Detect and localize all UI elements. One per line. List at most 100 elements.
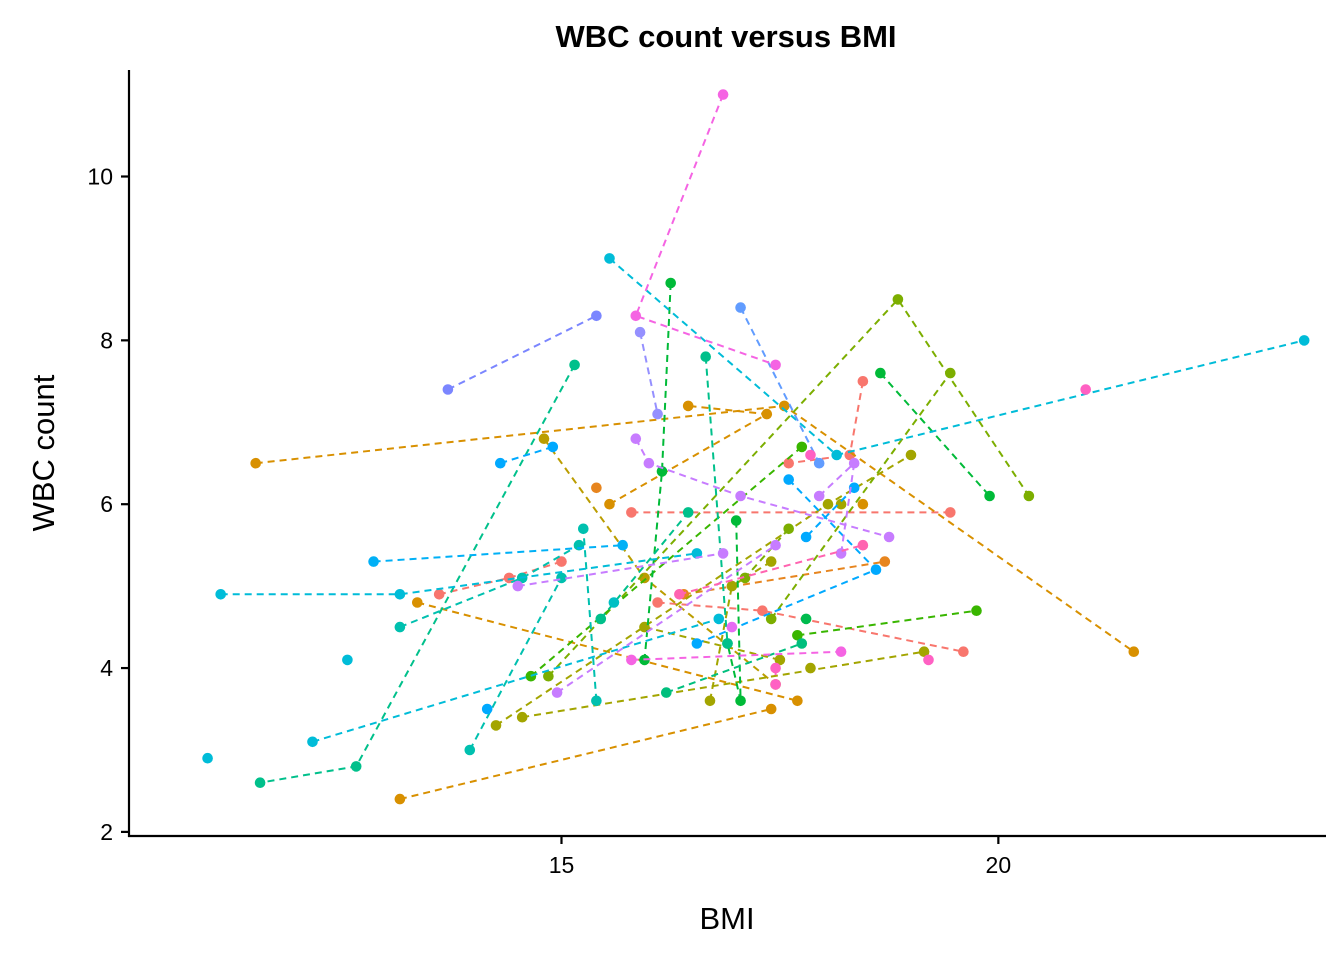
data-point [796, 441, 808, 453]
data-point [547, 441, 559, 453]
series-1 [626, 507, 956, 518]
data-point [971, 605, 982, 616]
series-0 [783, 376, 869, 469]
data-point [634, 326, 646, 338]
series-52 [726, 621, 738, 633]
data-point [783, 523, 794, 535]
series-6 [250, 400, 1140, 657]
data-point [958, 646, 969, 657]
data-point [835, 498, 847, 510]
series-42 [691, 474, 882, 649]
series-30 [254, 359, 580, 788]
series-line [517, 552, 724, 588]
data-point [735, 302, 746, 313]
series-28 [700, 351, 733, 649]
data-point [656, 466, 668, 477]
series-35 [215, 548, 703, 600]
data-point [857, 376, 869, 387]
series-23 [800, 613, 812, 625]
series-27 [661, 638, 808, 698]
data-point [342, 654, 353, 666]
series-line [639, 331, 659, 415]
data-point [739, 572, 751, 584]
series-line [739, 307, 821, 464]
data-point [551, 687, 563, 698]
series-48 [630, 433, 895, 543]
series-20 [739, 523, 794, 584]
series-line [657, 601, 964, 653]
series-line [643, 282, 672, 660]
series-line [468, 577, 563, 751]
series-line [770, 372, 952, 620]
data-point [831, 449, 842, 461]
series-37 [604, 253, 1310, 461]
data-point [368, 556, 379, 567]
series-49 [551, 539, 781, 698]
data-point [643, 457, 655, 469]
data-point [792, 630, 803, 641]
data-point [591, 310, 602, 322]
data-point [591, 695, 602, 707]
series-36 [307, 613, 725, 748]
series-26 [875, 367, 995, 502]
data-point [717, 89, 729, 100]
plot-area [202, 89, 1310, 805]
data-point [857, 498, 869, 510]
series-line [556, 544, 777, 694]
x-axis-ticks: 15 20 [549, 836, 1011, 878]
series-43 [800, 482, 860, 543]
data-point [774, 654, 786, 666]
data-point [630, 310, 642, 322]
data-point [892, 294, 904, 305]
data-point [495, 457, 506, 469]
data-point [412, 597, 423, 608]
series-54 [626, 646, 847, 666]
data-point [726, 580, 738, 592]
series-9 [394, 703, 777, 805]
data-point [765, 703, 777, 715]
data-point [813, 490, 825, 502]
y-tick-label: 10 [87, 164, 113, 190]
data-point [835, 646, 847, 657]
series-line [726, 520, 742, 702]
series-line [600, 511, 689, 620]
series-line [495, 454, 912, 727]
data-point [1023, 490, 1035, 502]
data-point [630, 433, 642, 445]
series-34 [608, 597, 620, 608]
data-point [813, 457, 825, 469]
data-point [250, 457, 261, 469]
data-point [674, 589, 685, 600]
data-point [770, 662, 781, 674]
data-point [503, 572, 515, 584]
data-point [394, 589, 406, 600]
series-line [312, 617, 720, 743]
y-tick-label: 2 [100, 819, 113, 845]
series-41 [495, 441, 559, 469]
series-line [373, 544, 623, 563]
data-point [682, 400, 694, 412]
data-point [490, 720, 502, 731]
series-56 [1080, 384, 1091, 395]
data-point [569, 359, 580, 371]
data-point [800, 613, 812, 625]
data-point [516, 711, 528, 723]
series-line [399, 708, 772, 801]
data-point [543, 670, 554, 682]
data-point [626, 654, 637, 666]
data-point [1128, 646, 1140, 657]
data-point [578, 523, 589, 535]
series-line [665, 642, 803, 694]
data-point [879, 556, 891, 567]
data-point [805, 662, 816, 674]
data-point [604, 253, 615, 264]
series-29 [595, 507, 694, 625]
y-tick-label: 8 [100, 327, 113, 353]
series-line [679, 544, 864, 596]
series-32 [578, 523, 602, 707]
data-point [945, 507, 956, 518]
series-33 [464, 572, 567, 756]
data-point [608, 597, 620, 608]
data-point [215, 589, 226, 600]
data-point [481, 703, 493, 715]
